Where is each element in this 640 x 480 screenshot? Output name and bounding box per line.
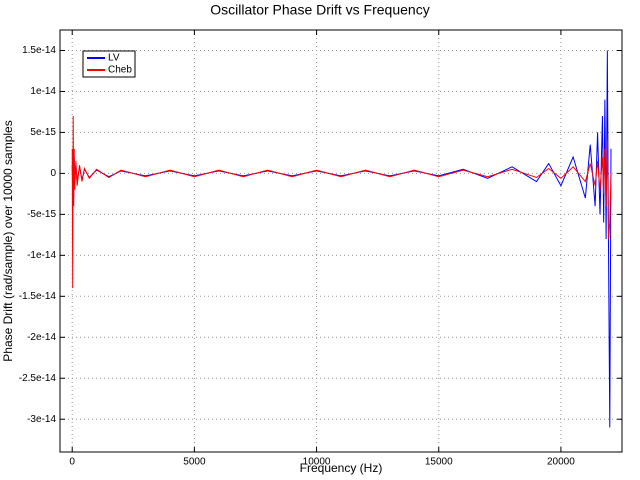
- x-tick-label: 10000: [303, 457, 331, 468]
- y-axis-label: Phase Drift (rad/sample) over 10000 samp…: [1, 120, 15, 361]
- y-tick-label: 1e-14: [30, 86, 56, 97]
- legend-label: Cheb: [108, 65, 132, 76]
- y-tick-label: -2e-14: [27, 332, 56, 343]
- legend-box: [82, 50, 136, 78]
- y-tick-label: 5e-15: [30, 127, 56, 138]
- y-tick-label: 0: [50, 168, 56, 179]
- legend-label: LV: [108, 53, 120, 64]
- y-tick-label: -1e-14: [27, 250, 56, 261]
- data-line: [71, 116, 612, 289]
- plot-frame: [59, 29, 623, 453]
- y-tick-label: -3e-14: [27, 414, 56, 425]
- y-tick-label: 1.5e-14: [22, 45, 56, 56]
- x-tick-label: 15000: [425, 457, 453, 468]
- x-tick-label: 20000: [547, 457, 575, 468]
- x-tick-label: 5000: [183, 457, 206, 468]
- y-tick-label: -2.5e-14: [19, 373, 57, 384]
- x-axis-label: Frequency (Hz): [300, 461, 383, 475]
- y-tick-label: -1.5e-14: [19, 291, 57, 302]
- x-tick-label: 0: [69, 457, 75, 468]
- chart-title: Oscillator Phase Drift vs Frequency: [210, 2, 429, 18]
- y-tick-label: -5e-15: [27, 209, 56, 220]
